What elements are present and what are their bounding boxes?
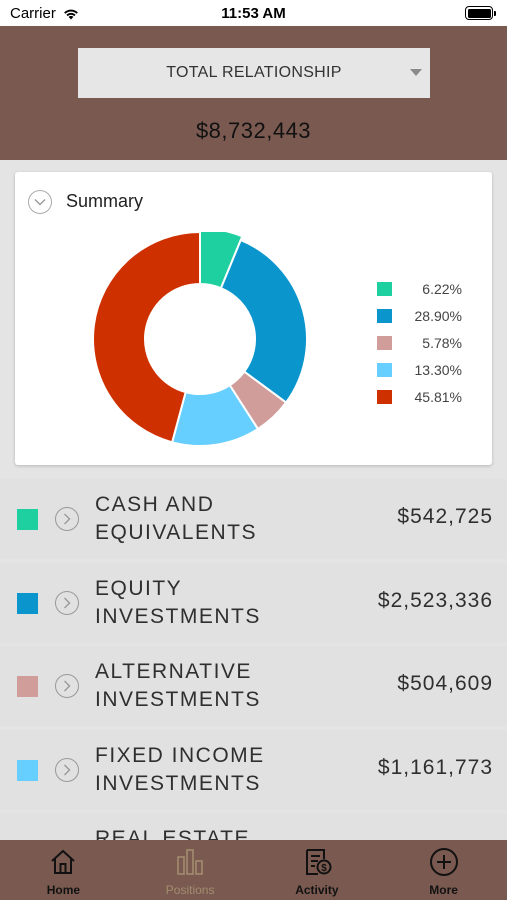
position-row[interactable]: EQUITY INVESTMENTS $2,523,336 [0,562,507,643]
category-name: CASH AND EQUIVALENTS [95,493,257,544]
position-row[interactable]: FIXED INCOME INVESTMENTS $1,161,773 [0,729,507,810]
tab-label: More [429,883,458,897]
expand-toggle[interactable] [55,590,79,615]
legend-label: 45.81% [414,388,462,405]
carrier-label: Carrier [10,4,56,22]
summary-card: Summary 6.22% 28.90% 5.78% 13.30% 45.81% [15,172,492,465]
tab-label: Positions [165,883,215,897]
header: TOTAL RELATIONSHIP $8,732,443 [0,26,507,160]
donut-slice-28-90 [219,238,307,404]
document-dollar-icon: $ [305,849,332,875]
dropdown-arrow-icon [410,69,422,76]
wifi-icon [63,9,78,19]
category-swatch [17,676,38,697]
home-icon [51,849,76,874]
legend-label: 13.30% [414,361,462,378]
plus-circle-icon [429,848,458,876]
category-swatch [17,592,38,614]
tab-activity[interactable]: $ Activity [254,840,381,900]
donut-slice-45-81 [93,232,201,444]
summary-title: Summary [66,191,144,211]
battery-icon [465,6,496,20]
legend-swatch [377,362,392,377]
chevron-down-icon [34,199,46,206]
legend-item: 5.78% [377,329,477,356]
tab-more[interactable]: More [380,840,507,900]
legend-item: 28.90% [377,302,477,329]
category-swatch [17,509,38,530]
tab-label: Activity [295,883,339,897]
chevron-right-icon [64,764,71,775]
tab-home[interactable]: Home [0,840,127,900]
bar-chart-icon [177,849,203,875]
legend-item: 6.22% [377,275,477,302]
expand-toggle[interactable] [55,674,79,698]
svg-text:$: $ [321,863,327,874]
legend-swatch [377,389,392,404]
legend-swatch [377,335,392,350]
category-value: $504,609 [397,672,493,695]
position-row[interactable]: ALTERNATIVE INVESTMENTS $504,609 [0,646,507,726]
legend-label: 6.22% [422,280,462,297]
tab-label: Home [46,883,81,897]
chevron-right-icon [64,680,71,692]
category-value: $1,161,773 [377,755,493,779]
legend-label: 5.78% [422,334,462,351]
position-row[interactable]: CASH AND EQUIVALENTS $542,725 [0,479,507,559]
chart-legend: 6.22% 28.90% 5.78% 13.30% 45.81% [377,275,477,410]
expand-toggle[interactable] [55,507,79,531]
collapse-toggle[interactable] [28,190,52,214]
positions-list: CASH AND EQUIVALENTS $542,725 EQUITY INVES… [0,479,507,897]
chevron-right-icon [64,513,71,525]
tab-bar: Home Positions $ Activity More [0,840,507,900]
category-value: $542,725 [397,505,493,528]
tab-positions[interactable]: Positions [127,840,254,900]
donut-chart [93,232,307,446]
status-carrier-group: Carrier [10,5,80,22]
category-value: $2,523,336 [377,588,493,612]
total-value: $8,732,443 [195,118,312,143]
expand-toggle[interactable] [55,757,79,782]
relationship-selector[interactable]: TOTAL RELATIONSHIP [78,48,430,98]
chevron-right-icon [64,597,71,608]
status-bar: Carrier 11:53 AM [0,0,507,26]
legend-swatch [377,281,392,296]
legend-item: 13.30% [377,356,477,383]
legend-item: 45.81% [377,383,477,410]
legend-label: 28.90% [414,307,462,324]
category-name: EQUITY INVESTMENTS [95,576,261,628]
legend-swatch [377,308,392,323]
category-swatch [17,759,38,781]
category-name: ALTERNATIVE INVESTMENTS [95,660,261,711]
selector-label: TOTAL RELATIONSHIP [166,64,342,81]
category-name: FIXED INCOME INVESTMENTS [95,743,265,795]
